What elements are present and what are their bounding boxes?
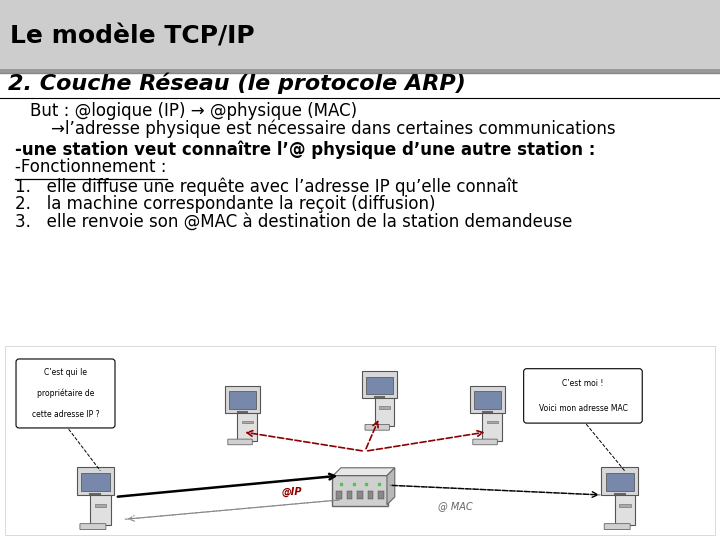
FancyBboxPatch shape [482, 409, 502, 441]
FancyBboxPatch shape [238, 409, 257, 441]
FancyBboxPatch shape [523, 369, 642, 423]
Text: 3.   elle renvoie son @MAC à destination de la station demandeuse: 3. elle renvoie son @MAC à destination d… [15, 213, 572, 231]
FancyBboxPatch shape [332, 475, 388, 505]
FancyBboxPatch shape [365, 424, 390, 430]
Text: But : @logique (IP) → @physique (MAC): But : @logique (IP) → @physique (MAC) [30, 102, 356, 120]
Text: -une station veut connaître l’@ physique d’une autre station :: -une station veut connaître l’@ physique… [15, 141, 595, 159]
Text: 2. Couche Réseau (le protocole ARP): 2. Couche Réseau (le protocole ARP) [8, 73, 466, 94]
Bar [368, 491, 374, 499]
Bar [357, 491, 363, 499]
Bar [378, 491, 384, 499]
FancyBboxPatch shape [80, 524, 106, 530]
Text: →l’adresse physique est nécessaire dans certaines communications: →l’adresse physique est nécessaire dans … [51, 119, 616, 138]
Bar [366, 377, 393, 394]
Bar [81, 473, 109, 491]
Bar [5, 346, 715, 535]
FancyBboxPatch shape [228, 439, 252, 445]
Bar [379, 407, 390, 409]
Text: propriétaire de: propriétaire de [37, 389, 94, 398]
Text: @IP: @IP [282, 487, 302, 497]
Text: 2.   la machine correspondante la reçoit (diffusion): 2. la machine correspondante la reçoit (… [15, 195, 436, 213]
Bar [619, 504, 631, 507]
FancyBboxPatch shape [470, 386, 505, 413]
Bar [474, 392, 500, 409]
FancyBboxPatch shape [362, 371, 397, 398]
Bar [336, 491, 342, 499]
Bar [487, 421, 498, 423]
Text: Voici mon adresse MAC: Voici mon adresse MAC [539, 403, 627, 413]
Bar [346, 491, 352, 499]
FancyBboxPatch shape [374, 395, 394, 426]
Text: @ MAC: @ MAC [438, 502, 473, 511]
Bar [0, 69, 720, 73]
Bar [242, 421, 253, 423]
Text: Le modèle TCP/IP: Le modèle TCP/IP [10, 24, 255, 49]
Polygon shape [387, 468, 395, 505]
Bar [606, 473, 634, 491]
Text: C’est qui le: C’est qui le [44, 368, 87, 377]
Bar [0, 0, 720, 73]
FancyBboxPatch shape [601, 467, 638, 495]
Text: -Fonctionnement :: -Fonctionnement : [15, 158, 167, 177]
Text: cette adresse IP ?: cette adresse IP ? [32, 410, 99, 419]
Text: 1.   elle diffuse une requête avec l’adresse IP qu’elle connaît: 1. elle diffuse une requête avec l’adres… [15, 177, 518, 195]
Text: C’est moi !: C’est moi ! [562, 379, 603, 388]
Bar [0, 73, 720, 540]
FancyBboxPatch shape [77, 467, 114, 495]
FancyBboxPatch shape [90, 492, 111, 525]
Polygon shape [333, 468, 395, 476]
FancyBboxPatch shape [16, 359, 115, 428]
FancyBboxPatch shape [615, 492, 635, 525]
FancyBboxPatch shape [225, 386, 260, 413]
FancyBboxPatch shape [604, 524, 630, 530]
Bar [229, 392, 256, 409]
Bar [94, 504, 107, 507]
FancyBboxPatch shape [473, 439, 498, 445]
